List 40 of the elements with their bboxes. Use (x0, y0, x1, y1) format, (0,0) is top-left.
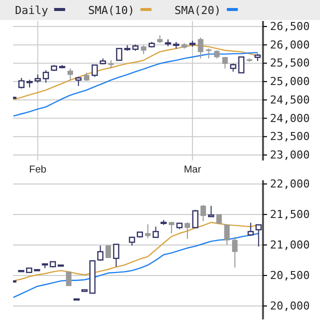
candlestick (184, 222, 190, 240)
x-tick-label: Mar (184, 164, 202, 176)
legend-label: Daily (15, 4, 48, 17)
y-tick-label: 22,000 (270, 177, 310, 190)
candlestick (66, 272, 72, 286)
candlestick (256, 224, 262, 247)
y-tick-label: 26,500 (270, 20, 310, 34)
y-tick-label: 20,500 (270, 268, 310, 282)
x-tick-label: Feb (29, 164, 47, 176)
y-tick-label: 25,000 (270, 75, 310, 88)
y-tick-label: 21,000 (270, 238, 310, 252)
y-tick-label: 24,500 (270, 93, 310, 106)
candlestick (106, 245, 112, 258)
candlestick (248, 222, 254, 236)
y-tick-label: 23,500 (270, 130, 310, 144)
y-tick-label: 23,000 (270, 148, 310, 162)
candlestick (200, 204, 206, 222)
y-tick-label: 20,000 (270, 300, 310, 312)
candlestick (216, 214, 222, 225)
candlestick (145, 224, 151, 239)
candlestick (152, 226, 159, 238)
candlestick (198, 37, 204, 59)
candlestick (75, 76, 82, 86)
y-tick-label: 26,000 (270, 38, 310, 52)
candlestick (224, 224, 230, 246)
candlestick (42, 70, 49, 84)
candlestick (206, 48, 212, 59)
y-tick-label: 25,500 (270, 56, 310, 70)
line-series (13, 52, 258, 117)
y-tick-label: 21,500 (270, 208, 310, 221)
legend-label: SMA(20) (174, 4, 221, 17)
candlestick (113, 244, 120, 268)
y-tick-label: 24,000 (270, 112, 310, 125)
legend-label: SMA(10) (88, 4, 134, 17)
candlestick (92, 64, 98, 78)
candlestick (232, 236, 238, 268)
candlestick (208, 205, 214, 218)
candlestick (18, 77, 25, 90)
candlestick (192, 209, 198, 228)
candlestick (68, 68, 74, 81)
